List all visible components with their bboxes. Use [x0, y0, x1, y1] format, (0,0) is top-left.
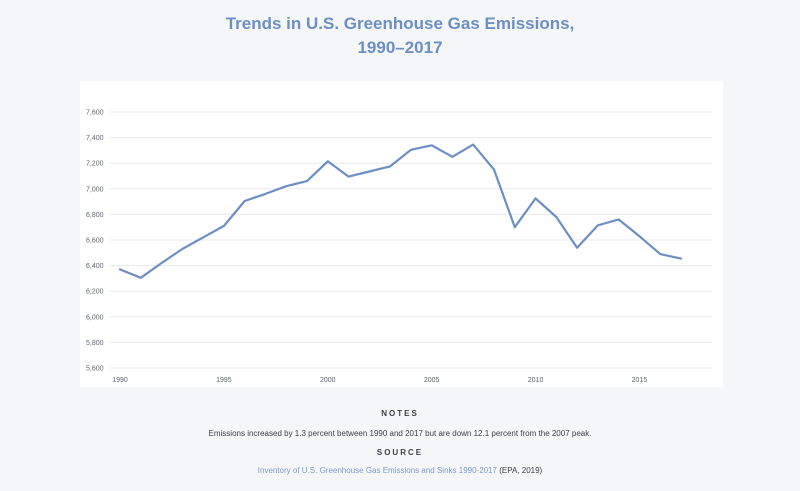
y-tick-label: 7,000: [86, 186, 104, 193]
plot-area: 5,600 5,800 6,000 6,200 6,400 6,600 6,800 7,000…: [80, 81, 723, 387]
series-line: [118, 143, 683, 279]
source-suffix: (EPA, 2019): [497, 466, 543, 475]
source-heading: SOURCE: [376, 448, 424, 457]
y-tick-label: 7,600: [86, 110, 104, 117]
y-tick-label: 6,200: [86, 289, 104, 296]
chart-title-line-2: 1990–2017: [357, 38, 443, 57]
source-text: Inventory of U.S. Greenhouse Gas Emissio…: [0, 466, 800, 475]
notes-text: Emissions increased by 1.3 percent betwe…: [208, 429, 592, 438]
y-tick-label: 6,400: [86, 263, 104, 270]
y-tick-label: 6,600: [86, 238, 104, 245]
y-tick-label: 7,400: [86, 135, 104, 142]
notes-heading: NOTES: [381, 409, 419, 418]
x-tick-label: 2010: [528, 377, 544, 384]
source-link[interactable]: Inventory of U.S. Greenhouse Gas Emissio…: [257, 466, 498, 475]
y-tick-label: 6,800: [86, 212, 104, 219]
x-tick-label: 2000: [320, 377, 336, 384]
chart-title: Trends in U.S. Greenhouse Gas Emissions,…: [0, 12, 800, 60]
y-tick-label: 5,800: [86, 340, 104, 347]
y-tick-label: 7,200: [86, 161, 104, 168]
x-tick-label: 2015: [632, 377, 648, 384]
line-chart: 5,600 5,800 6,000 6,200 6,400 6,600 6,800 7,000…: [86, 110, 712, 384]
x-tick-label: 2005: [424, 377, 440, 384]
chart-title-line-1: Trends in U.S. Greenhouse Gas Emissions,: [225, 14, 575, 33]
x-tick-label: 1995: [216, 377, 232, 384]
x-tick-label: 1990: [112, 377, 128, 384]
y-tick-label: 6,000: [86, 314, 104, 321]
y-tick-label: 5,600: [86, 366, 104, 373]
